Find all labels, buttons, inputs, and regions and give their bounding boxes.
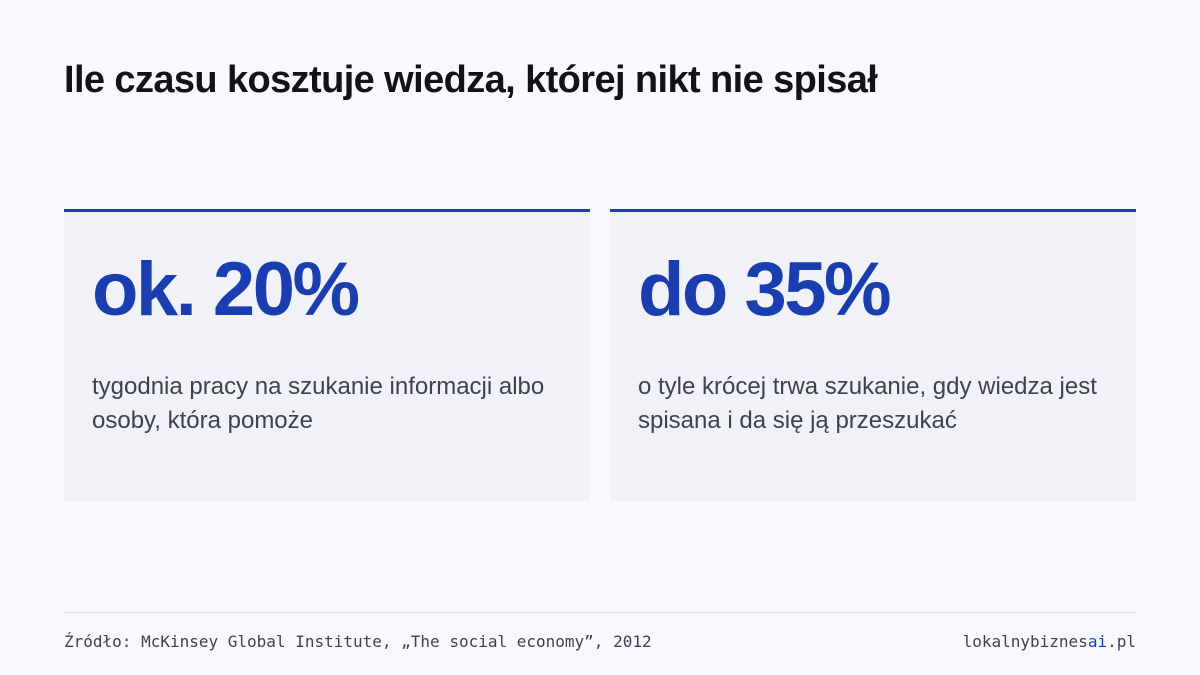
brand-prefix: lokalnybiznes bbox=[962, 632, 1088, 651]
stat-card-search-reduction: do 35% o tyle krócej trwa szukanie, gdy … bbox=[610, 209, 1136, 501]
brand-suffix: .pl bbox=[1107, 632, 1136, 651]
stat-value: ok. 20% bbox=[92, 247, 360, 332]
stat-value: do 35% bbox=[638, 247, 892, 332]
stat-card-weekly-time: ok. 20% tygodnia pracy na szukanie infor… bbox=[64, 209, 590, 501]
footer-divider bbox=[64, 612, 1136, 613]
page-title: Ile czasu kosztuje wiedza, której nikt n… bbox=[64, 59, 878, 101]
brand-url: lokalnybiznesai.pl bbox=[963, 631, 1136, 653]
brand-accent: ai bbox=[1087, 632, 1108, 651]
source-citation: Źródło: McKinsey Global Institute, „The … bbox=[64, 632, 652, 651]
stat-description: tygodnia pracy na szukanie informacji al… bbox=[92, 373, 545, 434]
stat-description: o tyle krócej trwa szukanie, gdy wiedza … bbox=[638, 373, 1097, 434]
